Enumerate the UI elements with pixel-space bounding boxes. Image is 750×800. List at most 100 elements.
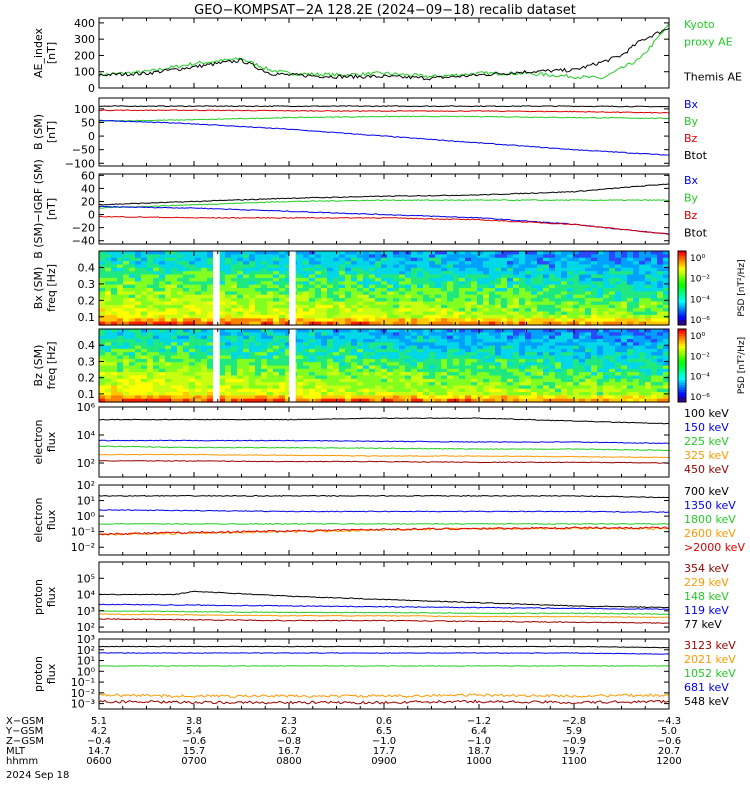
spectrogram-cell bbox=[105, 264, 112, 269]
spectrogram-cell bbox=[543, 264, 550, 269]
spectrogram-cell bbox=[267, 375, 274, 380]
spectrogram-cell bbox=[159, 304, 166, 309]
legend-entry: Bx bbox=[684, 174, 699, 187]
spectrogram-cell bbox=[129, 304, 136, 309]
spectrogram-cell bbox=[183, 321, 190, 326]
spectrogram-cell bbox=[483, 257, 490, 262]
spectrogram-cell bbox=[369, 288, 376, 292]
legend-entry: By bbox=[684, 115, 699, 128]
spectrogram-cell bbox=[357, 358, 364, 363]
spectrogram-cell bbox=[501, 284, 508, 289]
spectrogram-cell bbox=[657, 321, 664, 326]
spectrogram-cell bbox=[501, 294, 508, 299]
spectrogram-cell bbox=[381, 385, 388, 390]
spectrogram-cell bbox=[405, 277, 412, 282]
spectrogram-cell bbox=[165, 352, 172, 357]
spectrogram-cell bbox=[633, 378, 640, 383]
spectrogram-cell bbox=[237, 301, 244, 306]
spectrogram-cell bbox=[183, 254, 190, 259]
spectrogram-cell bbox=[339, 308, 346, 313]
spectrogram-cell bbox=[261, 348, 268, 353]
spectrogram-cell bbox=[387, 362, 394, 367]
spectrogram-cell bbox=[555, 254, 562, 259]
spectrogram-cell bbox=[393, 329, 400, 333]
spectrogram-cell bbox=[555, 348, 562, 353]
spectrogram-cell bbox=[189, 345, 196, 350]
spectrogram-cell bbox=[147, 382, 154, 386]
spectrogram-cell bbox=[195, 251, 202, 255]
spectrogram-cell bbox=[345, 261, 352, 266]
spectrogram-cell bbox=[423, 329, 430, 333]
spectrogram-cell bbox=[117, 392, 124, 396]
spectrogram-cell bbox=[639, 318, 646, 323]
spectrogram-cell bbox=[525, 355, 532, 360]
spectrogram-cell bbox=[405, 362, 412, 367]
legend-entry: 148 keV bbox=[684, 590, 729, 603]
spectrogram-cell bbox=[351, 257, 358, 262]
spectrogram-cell bbox=[267, 329, 274, 333]
spectrogram-cell bbox=[507, 392, 514, 396]
spectrogram-cell bbox=[147, 308, 154, 313]
spectrogram-cell bbox=[171, 358, 178, 363]
spectrogram-cell bbox=[171, 365, 178, 370]
spectrogram-cell bbox=[459, 329, 466, 333]
spectrogram-cell bbox=[627, 398, 634, 403]
spectrogram-cell bbox=[411, 308, 418, 313]
spectrogram-cell bbox=[513, 329, 520, 333]
spectrogram-cell bbox=[597, 288, 604, 292]
spectrogram-cell bbox=[615, 388, 622, 393]
spectrogram-cell bbox=[369, 362, 376, 367]
spectrogram-cell bbox=[339, 267, 346, 272]
series-line-prot1 bbox=[98, 590, 670, 609]
series-line-elec1 bbox=[98, 417, 670, 425]
legend-entry: Bx bbox=[684, 98, 699, 111]
ephemeris-value: −4.3 bbox=[657, 716, 681, 727]
spectrogram-cell bbox=[609, 339, 616, 343]
spectrogram-cell bbox=[249, 392, 256, 396]
spectrogram-cell bbox=[651, 274, 658, 279]
spectrogram-cell bbox=[189, 301, 196, 306]
spectrogram-cell bbox=[537, 291, 544, 296]
spectrogram-cell bbox=[609, 304, 616, 309]
spectrogram-cell bbox=[525, 254, 532, 259]
spectrogram-cell bbox=[579, 358, 586, 363]
spectrogram-cell bbox=[441, 281, 448, 286]
spectrogram-cell bbox=[561, 355, 568, 360]
spectrogram-cell bbox=[249, 332, 256, 337]
spectrogram-cell bbox=[327, 277, 334, 282]
spectrogram-cell bbox=[579, 271, 586, 276]
spectrogram-cell bbox=[267, 251, 274, 255]
spectrogram-cell bbox=[159, 342, 166, 347]
spectrogram-cell bbox=[663, 352, 670, 357]
spectrogram-cell bbox=[459, 382, 466, 386]
spectrogram-cell bbox=[537, 355, 544, 360]
spectrogram-cell bbox=[297, 251, 304, 255]
spectrogram-cell bbox=[237, 264, 244, 269]
spectrogram-cell bbox=[333, 311, 340, 316]
spectrogram-cell bbox=[225, 332, 232, 337]
spectrogram-cell bbox=[261, 301, 268, 306]
spectrogram-cell bbox=[645, 267, 652, 272]
spectrogram-cell bbox=[405, 339, 412, 343]
spectrogram-cell bbox=[297, 362, 304, 367]
spectrogram-cell bbox=[399, 335, 406, 340]
spectrogram-cell bbox=[411, 332, 418, 337]
spectrogram-cell bbox=[543, 392, 550, 396]
spectrogram-cell bbox=[453, 254, 460, 259]
spectrogram-cell bbox=[561, 267, 568, 272]
spectrogram-cell bbox=[315, 395, 322, 400]
spectrogram-cell bbox=[471, 291, 478, 296]
spectrogram-cell bbox=[351, 288, 358, 292]
spectrogram-cell bbox=[441, 308, 448, 313]
spectrogram-cell bbox=[537, 261, 544, 266]
spectrogram-cell bbox=[399, 385, 406, 390]
y-axis-label: Bx (SM) bbox=[32, 267, 45, 310]
spectrogram-cell bbox=[519, 335, 526, 340]
spectrogram-cell bbox=[345, 368, 352, 373]
spectrogram-cell bbox=[369, 335, 376, 340]
spectrogram-cell bbox=[387, 378, 394, 383]
spectrogram-cell bbox=[417, 392, 424, 396]
spectrogram-cell bbox=[381, 314, 388, 319]
spectrogram-cell bbox=[339, 342, 346, 347]
spectrogram-cell bbox=[471, 277, 478, 282]
